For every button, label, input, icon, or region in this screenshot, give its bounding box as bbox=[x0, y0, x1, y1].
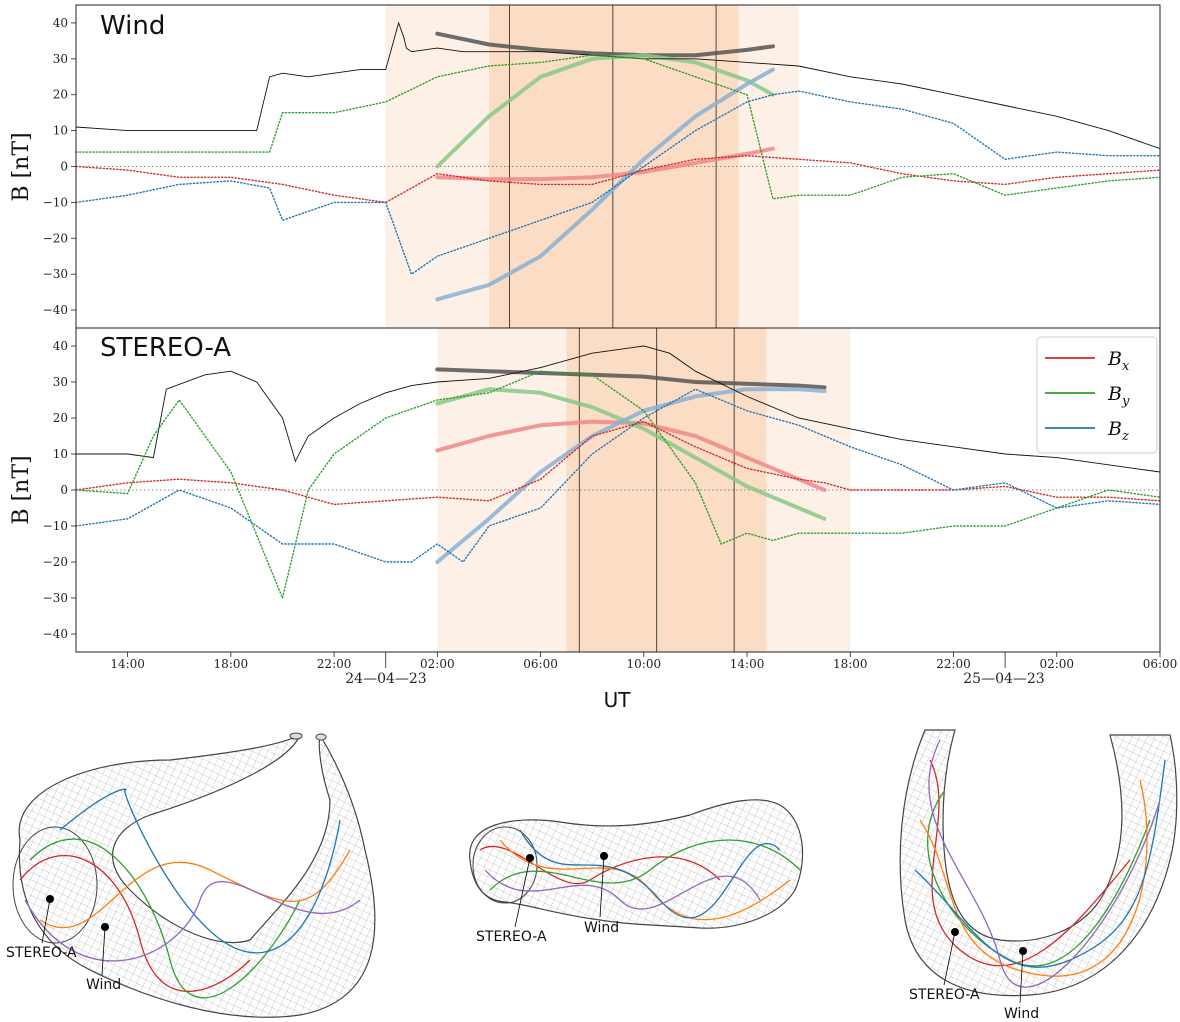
fit-0 bbox=[435, 367, 827, 390]
x-tick-label-1: 18:00 bbox=[214, 657, 249, 671]
fit-1 bbox=[435, 146, 775, 182]
field-line-red bbox=[19, 854, 251, 992]
legend-by-label: By bbox=[1107, 383, 1130, 409]
fit-3 bbox=[435, 387, 827, 564]
series-bz bbox=[75, 388, 1161, 563]
stereo-a-label-2: STEREO-A bbox=[476, 929, 547, 945]
legend: Bx By Bz bbox=[1036, 336, 1158, 454]
flux-rope-1-tip-b bbox=[315, 733, 327, 741]
field-line-blue bbox=[59, 788, 341, 954]
field-line-purple bbox=[24, 880, 361, 962]
y-tick-label-3: 10 bbox=[53, 124, 68, 138]
flux-rope-view-3: STEREO-A Wind bbox=[899, 729, 1178, 1022]
x-tick-label-5: 10:00 bbox=[627, 657, 662, 671]
y-tick-label-1: 30 bbox=[53, 375, 68, 389]
y-tick-label-6: −20 bbox=[43, 555, 68, 569]
x-tick-label-0: 14:00 bbox=[110, 657, 145, 671]
fit-1 bbox=[435, 419, 827, 492]
y-tick-label-6: −20 bbox=[43, 231, 68, 245]
flux-rope-1-cross-section bbox=[12, 826, 98, 944]
y-tick-label-8: −40 bbox=[43, 627, 68, 641]
y-tick-label-7: −30 bbox=[43, 591, 68, 605]
wind-label-2: Wind bbox=[584, 920, 619, 936]
x-tick-label-6: 14:00 bbox=[730, 657, 765, 671]
series-by bbox=[75, 54, 1161, 200]
flux-rope-2-body bbox=[469, 799, 804, 929]
x-axis-label: UT bbox=[604, 688, 632, 712]
date-label-2: 25—04—23 bbox=[963, 671, 1044, 687]
stereo-a-label-3: STEREO-A bbox=[909, 987, 980, 1003]
flux-rope-3-body bbox=[899, 729, 1178, 997]
date-label-1: 24—04—23 bbox=[345, 671, 426, 687]
y-tick-label-4: 0 bbox=[60, 483, 68, 497]
y-tick-label-3: 10 bbox=[53, 447, 68, 461]
wind-label-3: Wind bbox=[1004, 1006, 1039, 1022]
field-line-green bbox=[29, 838, 301, 999]
flux-rope-view-1: STEREO-A Wind bbox=[6, 732, 376, 1018]
flux-rope-1-body bbox=[18, 733, 376, 1018]
y-tick-label-4: 0 bbox=[60, 160, 68, 174]
field-line-2-green bbox=[489, 839, 801, 891]
stereo-a-pointer-3 bbox=[943, 931, 956, 986]
fit-0 bbox=[435, 31, 775, 58]
flux-rope-1-tip-a bbox=[289, 732, 303, 740]
y-tick-label-1: 30 bbox=[53, 52, 68, 66]
series-by bbox=[75, 370, 1161, 601]
stereo-a-panel: 40 30 20 10 0 −10 −20 −30 −40 14:00 18:00 22:00 02:0… bbox=[43, 327, 1178, 671]
flux-rope-view-2: STEREO-A Wind bbox=[469, 799, 804, 945]
y-tick-label-7: −30 bbox=[43, 267, 68, 281]
y-tick-label-2: 20 bbox=[53, 88, 68, 102]
stereo-a-pointer-2 bbox=[514, 857, 531, 928]
x-tick-label-8: 22:00 bbox=[936, 657, 971, 671]
x-tick-label-9: 02:00 bbox=[1039, 657, 1074, 671]
stereo-title: STEREO-A bbox=[100, 333, 231, 363]
wind-label-1: Wind bbox=[86, 977, 121, 993]
field-line-2-blue bbox=[519, 829, 781, 919]
series-bz bbox=[75, 90, 1161, 276]
wind-panel: 40 30 20 10 0 −10 −20 −30 −40 bbox=[43, 4, 1161, 329]
legend-bz-label: Bz bbox=[1107, 418, 1129, 444]
field-line-orange bbox=[39, 849, 351, 929]
y-tick-label-0: 40 bbox=[53, 16, 68, 30]
field-line-3-orange bbox=[919, 779, 1148, 977]
field-line-3-red bbox=[929, 759, 1131, 967]
stereo-a-label-1: STEREO-A bbox=[6, 945, 77, 961]
wind-pointer-1 bbox=[101, 926, 106, 976]
field-line-2-purple bbox=[484, 869, 761, 910]
stereo-y-axis-label: B [nT] bbox=[9, 455, 34, 524]
legend-box bbox=[1036, 336, 1158, 454]
stereo-a-pointer-1 bbox=[41, 898, 51, 944]
series-bx bbox=[75, 154, 1161, 204]
y-tick-label-0: 40 bbox=[53, 339, 68, 353]
series-magnitude bbox=[75, 21, 1161, 150]
y-tick-label-2: 20 bbox=[53, 411, 68, 425]
series-bx bbox=[75, 420, 1161, 506]
x-tick-label-4: 06:00 bbox=[523, 657, 558, 671]
x-tick-label-2: 22:00 bbox=[317, 657, 352, 671]
fit-2 bbox=[435, 387, 827, 521]
wind-pointer-3 bbox=[1019, 950, 1024, 1004]
wind-pointer-2 bbox=[599, 855, 605, 918]
x-tick-label-3: 02:00 bbox=[420, 657, 455, 671]
x-tick-label-10: 06:00 bbox=[1143, 657, 1178, 671]
y-tick-label-5: −10 bbox=[43, 195, 68, 209]
series-magnitude bbox=[76, 345, 1161, 473]
field-line-3-blue bbox=[914, 759, 1166, 968]
y-tick-label-8: −40 bbox=[43, 303, 68, 317]
wind-title: Wind bbox=[100, 11, 165, 41]
field-line-3-purple bbox=[928, 739, 1161, 988]
wind-y-axis-label: B [nT] bbox=[9, 132, 34, 201]
legend-bx-label: Bx bbox=[1107, 348, 1130, 374]
x-tick-label-7: 18:00 bbox=[833, 657, 868, 671]
y-tick-label-5: −10 bbox=[43, 519, 68, 533]
